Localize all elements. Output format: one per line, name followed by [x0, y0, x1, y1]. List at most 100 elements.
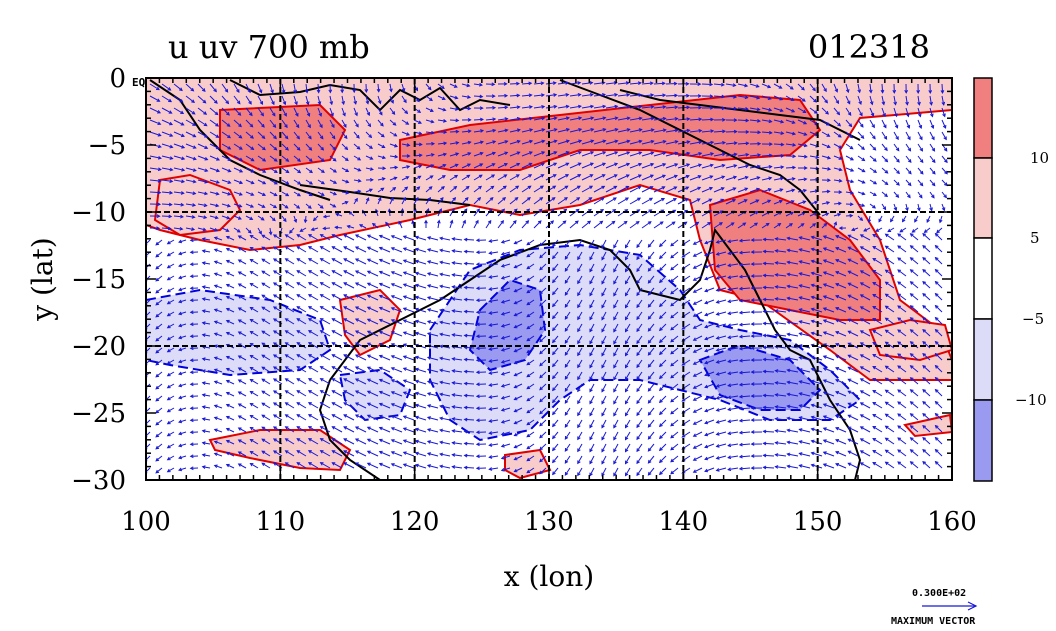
wind-vector	[155, 299, 163, 306]
wind-vector-head	[744, 83, 749, 88]
wind-vector	[929, 203, 933, 211]
wind-vector-head	[181, 145, 186, 149]
wind-vector	[377, 187, 384, 193]
wind-vector	[185, 143, 196, 149]
wind-vector-head	[414, 271, 419, 276]
wind-vector-head	[491, 94, 496, 98]
wind-vector	[355, 282, 367, 289]
wind-vector	[648, 443, 655, 452]
wind-vector	[377, 119, 384, 127]
wind-vector-head	[402, 271, 407, 275]
wind-vector	[581, 209, 592, 217]
wind-vector-head	[565, 162, 570, 167]
wind-vector	[557, 128, 570, 133]
wind-vector	[922, 353, 931, 361]
wind-vector	[589, 251, 595, 260]
wind-vector	[763, 310, 775, 313]
wind-vector	[749, 107, 760, 111]
wind-vector	[308, 246, 319, 253]
wind-vector-head	[271, 101, 275, 106]
max-vector-arrowhead	[967, 601, 978, 611]
wind-vector-head	[224, 88, 229, 93]
wind-vector	[355, 366, 367, 373]
wind-vector	[625, 371, 631, 380]
wind-vector-head	[650, 128, 655, 132]
wind-vector	[835, 415, 847, 421]
wind-vector	[452, 442, 463, 445]
wind-vector-head	[293, 89, 298, 94]
wind-vector	[648, 251, 655, 260]
wind-vector-head	[504, 117, 509, 121]
wind-vector-head	[798, 260, 803, 264]
wind-vector	[427, 440, 439, 445]
wind-vector	[343, 426, 355, 433]
wind-vector	[214, 320, 223, 325]
wind-vector	[589, 359, 595, 368]
wind-vector	[728, 467, 739, 471]
wind-vector-head	[919, 170, 924, 175]
wind-vector-head	[897, 425, 902, 429]
wind-vector	[670, 383, 679, 391]
wind-vector	[557, 94, 569, 97]
wind-vector-head	[201, 321, 206, 325]
wind-vector-head	[406, 132, 411, 136]
wind-vector-head	[835, 438, 840, 443]
wind-vector-head	[166, 240, 171, 245]
wind-vector	[285, 342, 295, 349]
wind-vector	[452, 274, 463, 277]
wind-vector	[214, 248, 223, 253]
positive-region-sw-coast	[153, 173, 242, 237]
wind-vector-head	[822, 415, 827, 419]
wind-vector	[577, 347, 583, 356]
wind-vector-head	[466, 83, 471, 88]
wind-vector-head	[822, 379, 827, 383]
wind-vector-head	[780, 165, 785, 170]
wind-vector	[413, 197, 419, 205]
wind-vector	[539, 371, 547, 379]
wind-vector-head	[272, 342, 277, 346]
wind-vector-head	[897, 269, 902, 273]
wind-vector-head	[767, 199, 772, 204]
wind-vector	[439, 261, 451, 265]
wind-vector-head	[249, 234, 254, 239]
wind-vector-head	[500, 219, 504, 224]
wind-vector	[261, 282, 271, 289]
wind-vector	[501, 443, 511, 447]
wind-vector	[437, 95, 446, 100]
wind-vector	[857, 191, 865, 195]
wind-vector-head	[942, 124, 947, 129]
wind-vector-head	[180, 191, 185, 195]
wind-vector	[403, 463, 415, 469]
wind-vector	[763, 262, 775, 265]
wind-vector	[439, 285, 451, 289]
wind-vector	[763, 370, 775, 373]
wind-vector	[737, 153, 749, 157]
wind-vector-head	[449, 219, 454, 224]
wind-vector-head	[272, 414, 277, 418]
wind-vector-head	[213, 296, 218, 301]
wind-vector-head	[343, 246, 348, 250]
wind-vector-head	[463, 369, 468, 374]
wind-vector	[415, 260, 427, 265]
wind-vector	[848, 438, 859, 445]
wind-vector-head	[451, 333, 456, 337]
wind-vector-head	[378, 366, 383, 371]
wind-vector-head	[215, 134, 220, 138]
colorbar-label: −5	[1022, 310, 1044, 328]
wind-vector	[273, 306, 283, 313]
wind-vector	[775, 454, 787, 457]
wind-vector-head	[708, 198, 713, 202]
wind-vector	[557, 174, 569, 181]
wind-vector-head	[786, 296, 791, 301]
wind-vector-head	[296, 294, 301, 298]
wind-vector-head	[884, 305, 889, 310]
y-tick-label: −30	[71, 466, 126, 496]
wind-vector	[557, 105, 569, 109]
wind-vector-head	[463, 249, 468, 254]
wind-vector-head	[369, 145, 373, 149]
wind-vector-head	[738, 442, 743, 447]
wind-vector-head	[155, 325, 160, 330]
wind-vector-head	[438, 208, 442, 213]
wind-vector-head	[249, 462, 254, 467]
wind-vector-head	[564, 243, 569, 248]
